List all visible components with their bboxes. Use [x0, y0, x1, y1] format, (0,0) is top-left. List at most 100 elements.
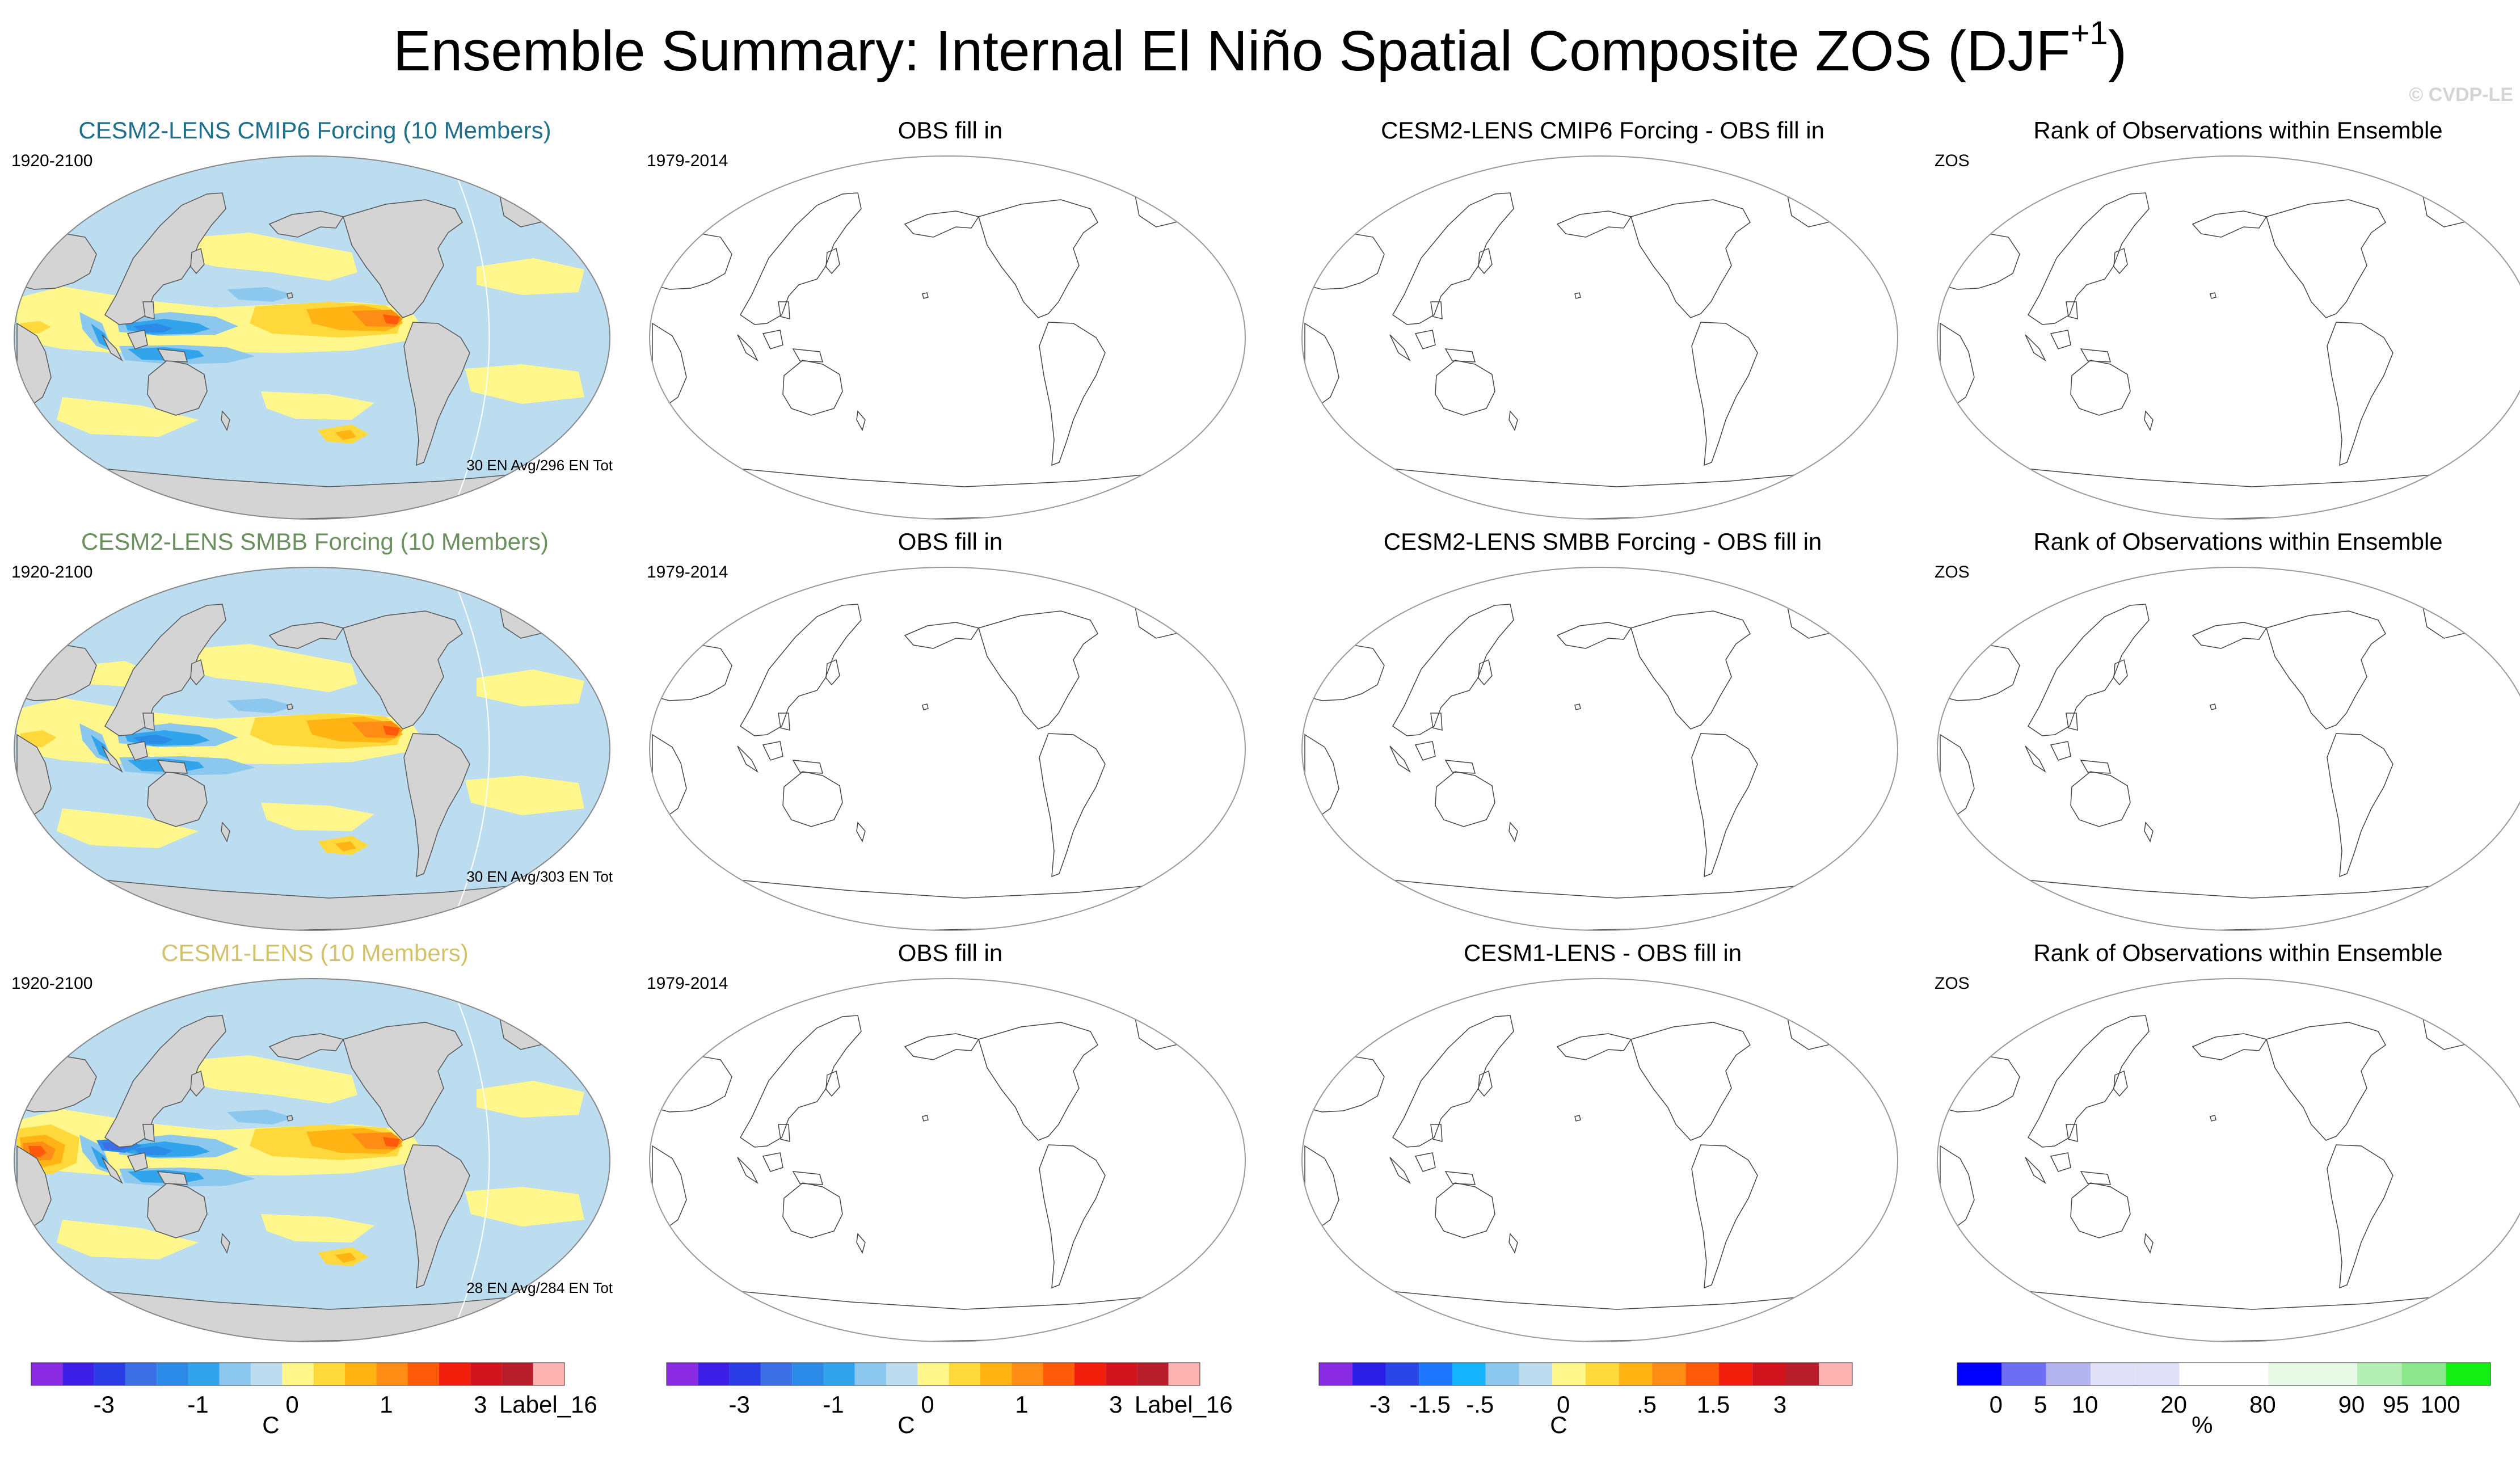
coastline-australia	[782, 771, 843, 827]
coastline-africaW	[652, 1145, 687, 1231]
coastline-japan	[2113, 247, 2128, 275]
coastline-namerica	[1630, 199, 1751, 318]
coastline-sumatra	[2025, 334, 2046, 362]
coastline-africaW	[1304, 322, 1339, 408]
land-japan	[190, 247, 205, 275]
colorbar-swatch	[949, 1363, 980, 1385]
land-japan	[190, 659, 205, 686]
coastline-greenland	[2422, 187, 2483, 227]
coastline-nz	[1508, 1233, 1518, 1254]
coastline-nz	[856, 1233, 866, 1254]
coastline-greenland	[1134, 1009, 1195, 1050]
anomaly-contour	[335, 1253, 356, 1263]
map-border	[649, 978, 1246, 1342]
coastline-sumatra	[737, 745, 758, 773]
colorbar-swatch	[282, 1363, 314, 1385]
anomaly-contour	[383, 1137, 400, 1147]
land-namerica	[343, 1022, 463, 1141]
anomaly-contour	[227, 1110, 295, 1124]
colorbar-tick-label: 0	[285, 1391, 299, 1418]
coastline-sumatra	[1389, 334, 1411, 362]
period-label: 1920-2100	[11, 563, 93, 581]
anomaly-contour	[227, 287, 295, 302]
coastline-namerica	[2266, 199, 2386, 318]
colorbar-swatch	[729, 1363, 761, 1385]
coastline-borneo	[1414, 1152, 1436, 1172]
coastline-hawaii	[922, 703, 929, 710]
colorbar-swatch	[1452, 1363, 1486, 1385]
panel-title: CESM2-LENS CMIP6 Forcing (10 Members)	[78, 117, 551, 144]
coastline-australia	[2070, 360, 2131, 416]
colorbar-unit: %	[2192, 1411, 2213, 1438]
coastline-australia	[782, 360, 843, 416]
panel-obs-row3: OBS fill in 1979-2014	[635, 939, 1265, 1350]
colorbar-swatch	[2001, 1363, 2046, 1385]
anomaly-contour	[182, 1055, 357, 1103]
coastline-australia	[2070, 771, 2131, 827]
coastline-japan	[2113, 659, 2128, 686]
coastline-ng	[2080, 1171, 2112, 1185]
coastline-nz	[856, 821, 866, 842]
coastline-nz	[1508, 821, 1518, 842]
colorbar-unit: C	[262, 1411, 280, 1438]
coastline-antarctica	[1383, 467, 1839, 519]
anomaly-contour	[465, 1187, 584, 1227]
map-border	[1301, 567, 1898, 931]
land-namerica	[343, 610, 463, 730]
colorbar-swatch	[1319, 1363, 1352, 1385]
land-phil	[142, 713, 155, 731]
land-asia	[104, 604, 226, 736]
coastline-phil	[1430, 713, 1443, 731]
map-border	[14, 155, 610, 520]
coastline-sumatra	[1389, 1157, 1411, 1185]
anomaly-contour	[465, 364, 584, 404]
panel-title: Rank of Observations within Ensemble	[2033, 939, 2443, 966]
coastline-hawaii	[1574, 1115, 1581, 1122]
coastline-japan	[1478, 1070, 1493, 1097]
colorbar-swatch	[2401, 1363, 2446, 1385]
coastline-sumatra	[1389, 745, 1411, 773]
panel-obs-row2: OBS fill in 1979-2014	[635, 528, 1265, 939]
coastline-sumatra	[737, 1157, 758, 1185]
land-sumatra	[102, 745, 123, 773]
colorbar-tick-label: 10	[2071, 1391, 2098, 1418]
coastline-africaW	[1940, 322, 1975, 408]
colorbar-tick-label: 3	[474, 1391, 487, 1418]
coastline-antarctica	[2018, 879, 2475, 930]
coastline-ng	[1444, 1171, 1476, 1185]
period-label: 1920-2100	[11, 974, 93, 993]
colorbar-swatch	[854, 1363, 887, 1385]
colorbar-swatch	[2091, 1363, 2135, 1385]
coastline-hawaii	[2210, 292, 2216, 299]
colorbar-tick-label: 1	[1015, 1391, 1029, 1418]
coastline-namerica	[978, 610, 1098, 730]
land-asia	[104, 1015, 226, 1148]
coastline-alaska	[2192, 210, 2268, 238]
coastline-japan	[825, 1070, 840, 1097]
coastline-nz	[1508, 410, 1518, 431]
coastline-alaska	[1556, 622, 1632, 649]
colorbar-unit: C	[1550, 1411, 1567, 1438]
coastline-nz	[856, 410, 866, 431]
coastline-hawaii	[1574, 292, 1581, 299]
variable-label: ZOS	[1935, 974, 1970, 993]
world-map	[14, 567, 610, 931]
coastline-asia	[1392, 1015, 1514, 1148]
land-nz	[221, 1233, 230, 1254]
colorbar-swatch	[698, 1363, 730, 1385]
coastline-africaW	[1304, 734, 1339, 819]
panel-diff-row2: CESM2-LENS SMBB Forcing - OBS fill in	[1288, 528, 1918, 939]
panel-title: CESM2-LENS CMIP6 Forcing - OBS fill in	[1381, 117, 1824, 144]
coastline-antarctica	[1383, 879, 1839, 930]
land-borneo	[127, 741, 148, 761]
coastline-asia	[740, 1015, 862, 1148]
coastline-greenland	[2422, 1009, 2483, 1050]
map-border	[14, 978, 610, 1342]
land-alaska	[268, 1033, 344, 1060]
colorbar-swatch	[1586, 1363, 1619, 1385]
coastline-samerica	[2327, 322, 2393, 466]
coastline-australia	[1435, 360, 1495, 416]
colorbar-swatch	[313, 1363, 345, 1385]
coastline-asia	[2028, 192, 2150, 325]
colorbar-swatch	[980, 1363, 1012, 1385]
